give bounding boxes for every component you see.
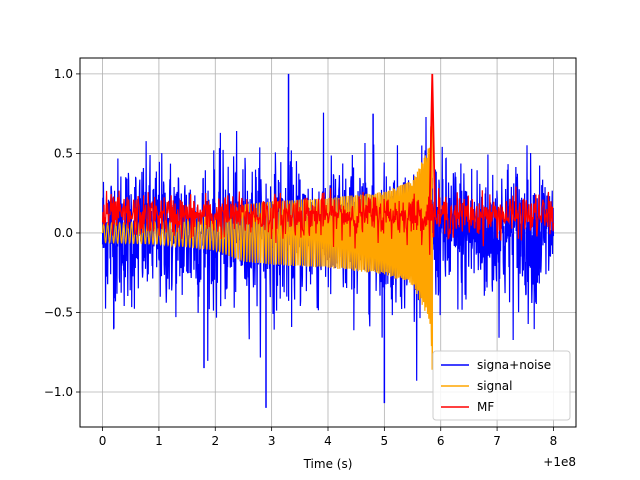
x-tick-label: 8 [550, 434, 558, 448]
x-axis-offset-label: +1e8 [543, 455, 576, 469]
y-tick-label: −1.0 [44, 385, 73, 399]
legend-label: MF [477, 400, 494, 414]
legend-label: signa+noise [477, 358, 551, 372]
x-axis-ticks: 0 1 2 3 4 5 6 7 8 [99, 427, 558, 448]
series-mf [101, 186, 555, 255]
y-axis-ticks: −1.0 −0.5 0.0 0.5 1.0 [44, 67, 80, 399]
mf-peak [428, 73, 436, 218]
x-tick-label: 1 [155, 434, 163, 448]
x-tick-label: 6 [437, 434, 445, 448]
x-tick-label: 7 [493, 434, 501, 448]
legend: signa+noise signal MF [432, 350, 571, 421]
series-signal [101, 84, 433, 347]
y-tick-label: −0.5 [44, 305, 73, 319]
y-tick-label: 0.5 [54, 146, 73, 160]
y-tick-label: 0.0 [54, 226, 73, 240]
plot-area [101, 73, 555, 408]
x-tick-label: 4 [324, 434, 332, 448]
legend-box [432, 350, 571, 421]
y-tick-label: 1.0 [54, 67, 73, 81]
x-tick-label: 0 [99, 434, 107, 448]
x-axis-label: Time (s) [303, 457, 353, 471]
x-tick-label: 2 [211, 434, 219, 448]
legend-label: signal [477, 379, 513, 393]
x-tick-label: 3 [268, 434, 276, 448]
x-tick-label: 5 [381, 434, 389, 448]
